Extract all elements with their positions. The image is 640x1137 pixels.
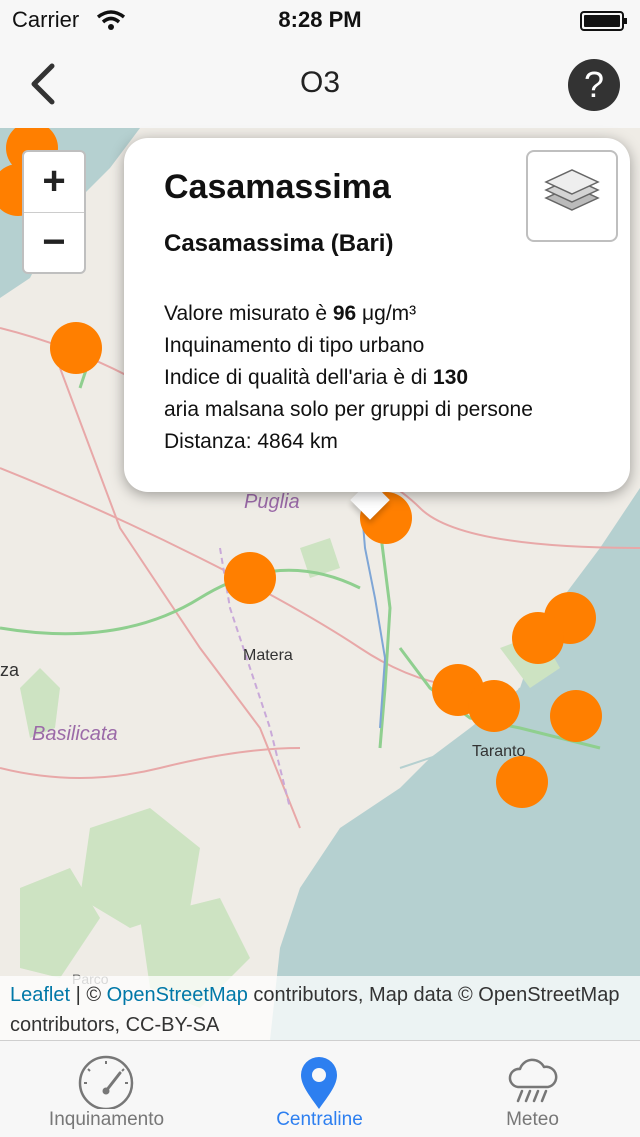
rain-cloud-icon [508, 1058, 558, 1103]
status-bar: Carrier 8:28 PM [0, 0, 640, 40]
air-quality-line: aria malsana solo per gruppi di persone [164, 398, 533, 421]
city-label-partial: za [0, 660, 20, 680]
leaflet-link[interactable]: Leaflet [10, 984, 71, 1006]
measured-value-line: Valore misurato è 96 μg/m³ [164, 302, 417, 325]
station-marker[interactable] [550, 690, 602, 742]
zoom-control: + − [22, 150, 86, 274]
map-pin-icon [301, 1057, 337, 1109]
page-title: O3 [299, 66, 341, 99]
battery-icon [580, 11, 627, 31]
station-details: Valore misurato è 96 μg/m³ Inquinamento … [164, 298, 533, 458]
tab-bar: Inquinamento Centraline Meteo [0, 1040, 640, 1137]
help-button[interactable]: ? [568, 59, 620, 111]
distance-line: Distanza: 4864 km [164, 430, 338, 453]
zoom-out-button[interactable]: − [42, 220, 66, 264]
tab-label: Centraline [276, 1109, 363, 1130]
region-label-puglia: Puglia [244, 491, 300, 513]
layers-button[interactable] [526, 150, 618, 242]
pollution-type-line: Inquinamento di tipo urbano [164, 334, 425, 357]
clock: 8:28 PM [278, 7, 362, 32]
gauge-icon [78, 1055, 134, 1109]
region-label-basilicata: Basilicata [32, 723, 118, 745]
carrier-label: Carrier [12, 7, 80, 32]
station-marker[interactable] [468, 680, 520, 732]
tab-meteo[interactable]: Meteo [426, 1041, 639, 1137]
layers-icon [544, 169, 600, 211]
tab-centraline[interactable]: Centraline [213, 1041, 426, 1137]
back-chevron-icon[interactable] [24, 62, 64, 106]
map-attribution: Leaflet | © OpenStreetMap contributors, … [0, 976, 640, 1040]
city-label-taranto: Taranto [472, 743, 525, 760]
wifi-icon [96, 10, 126, 30]
tab-label: Inquinamento [48, 1109, 165, 1130]
station-marker[interactable] [50, 322, 102, 374]
city-label-matera: Matera [243, 647, 293, 664]
tab-label: Meteo [506, 1109, 559, 1130]
station-marker[interactable] [224, 552, 276, 604]
station-marker[interactable] [496, 756, 548, 808]
aqi-line: Indice di qualità dell'aria è di 130 [164, 366, 469, 389]
tab-inquinamento[interactable]: Inquinamento [0, 1041, 213, 1137]
station-location: Casamassima (Bari) [164, 230, 394, 257]
zoom-in-button[interactable]: + [24, 152, 84, 213]
osm-link[interactable]: OpenStreetMap [106, 984, 248, 1006]
station-name: Casamassima [164, 168, 391, 206]
navigation-bar: O3 ? [0, 40, 640, 129]
station-marker[interactable] [512, 612, 564, 664]
